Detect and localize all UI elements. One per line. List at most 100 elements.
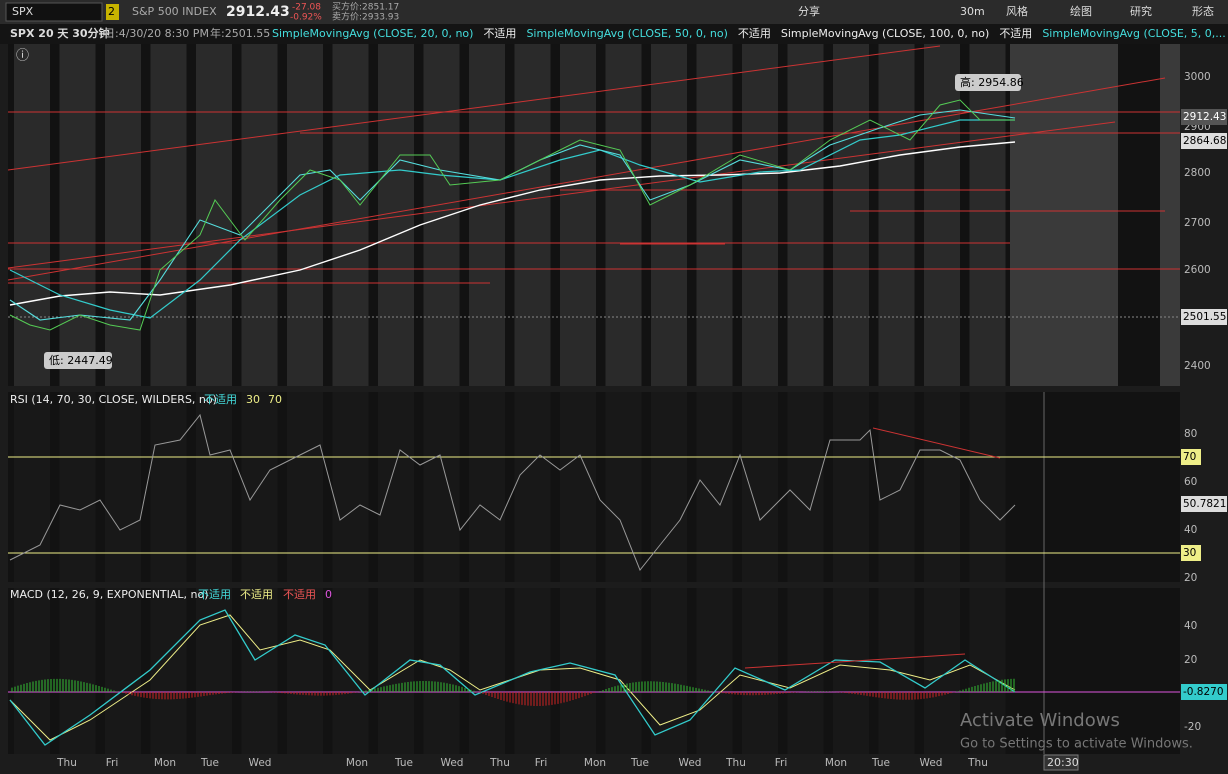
macd-tick: 20 (1184, 654, 1197, 666)
cursor-time: 20:30 (1047, 756, 1079, 769)
x-tick-label: Tue (200, 757, 219, 769)
price-marker-box (1181, 309, 1227, 325)
symbol-box[interactable] (5, 2, 103, 22)
rsi-marker-box (1181, 449, 1201, 465)
stripe (742, 44, 778, 386)
symbol[interactable]: SPX (12, 5, 34, 18)
stripe (241, 392, 278, 582)
x-tick-label: Thu (56, 757, 77, 769)
price-axis: 3000290028002700260024002912.432864.6825… (1181, 71, 1227, 372)
future-area (1010, 44, 1118, 386)
price-marker-box (1181, 109, 1227, 125)
macd-histogram (11, 678, 1015, 706)
toolbar (0, 0, 1228, 24)
stripe (423, 44, 460, 386)
x-axis: Thu Fri Mon Tue Wed Mon Tue Wed Thu Fri Mon Tue Wed T… (56, 757, 988, 769)
toolbar-button[interactable]: 风格 (1006, 4, 1028, 18)
toolbar-button[interactable]: 绘图 (1070, 4, 1092, 18)
stripe (969, 44, 1006, 386)
stripe (469, 588, 505, 754)
stripe (150, 392, 187, 582)
price-tick: 2600 (1184, 264, 1211, 276)
stripe (332, 44, 369, 386)
stripe (469, 44, 505, 386)
stripe (742, 392, 778, 582)
alert-icon[interactable]: ⓘ (16, 49, 29, 64)
stripe (287, 392, 323, 582)
stripe (59, 44, 96, 386)
high-box (955, 74, 1021, 91)
stripe (651, 588, 687, 754)
change-pct: -0.92% (290, 13, 322, 23)
macd-marker: -0.8270 (1183, 686, 1224, 698)
toolbar-button[interactable]: 30m (960, 5, 985, 18)
stripe (878, 392, 915, 582)
stripe (469, 392, 505, 582)
stripe (651, 44, 687, 386)
stripe (969, 392, 1006, 582)
study-label: SimpleMovingAvg (CLOSE, 100, 0, no) (781, 27, 989, 40)
stripe (150, 44, 187, 386)
stripe (696, 588, 733, 754)
stripe (969, 588, 1006, 754)
bid: 买方价:2851.17 (332, 1, 399, 13)
toolbar-button[interactable]: 分享 (798, 4, 820, 18)
stripe (696, 392, 733, 582)
stripe (150, 588, 187, 754)
toolbar-button[interactable]: 研究 (1130, 4, 1152, 18)
x-tick-label: Thu (725, 757, 746, 769)
stripe (833, 44, 869, 386)
price-tick: 2800 (1184, 167, 1211, 179)
rsi-tick: 20 (1184, 572, 1197, 584)
macd-marker-box (1181, 684, 1227, 700)
study-value: 不适用 (738, 27, 771, 40)
macd-value: 0 (325, 588, 332, 601)
macd-trend (744, 653, 966, 669)
stripe (423, 588, 460, 754)
future-area (1160, 44, 1180, 386)
price-tick: 2700 (1184, 217, 1211, 229)
macd-axis: 40 20 -20 -0.8270 (1181, 620, 1227, 733)
toolbar-button[interactable]: 形态 (1192, 5, 1214, 18)
rsi-tick: 40 (1184, 524, 1197, 536)
toolbar-buttons: 分享 30m 风格 绘图 研究 形态 (798, 4, 1214, 18)
price-marker: 2864.68 (1183, 135, 1226, 147)
rsi-tick: 60 (1184, 476, 1197, 488)
badge: 2 (108, 5, 115, 18)
high-label: 高: 2954.86 (960, 75, 1024, 89)
chart-header (0, 24, 1228, 44)
stripe (59, 392, 96, 582)
rsi-marker: 30 (1183, 547, 1196, 559)
study-labels: SimpleMovingAvg (CLOSE, 20, 0, no) 不适用 Sim… (272, 27, 1226, 40)
x-tick-label: Mon (154, 757, 176, 769)
stripe (105, 588, 141, 754)
x-tick-label: Fri (775, 757, 788, 769)
stripe (14, 588, 50, 754)
stripe (287, 44, 323, 386)
x-tick-label: Fri (535, 757, 548, 769)
stripe (833, 588, 869, 754)
symbol-name: S&P 500 INDEX (132, 5, 217, 18)
x-tick-label: Tue (394, 757, 413, 769)
price-tick: 2400 (1184, 360, 1211, 372)
x-tick-label: Mon (346, 757, 368, 769)
watermark-title: Activate Windows (960, 710, 1120, 731)
x-tick-label: Tue (630, 757, 649, 769)
cursor-time-box (1043, 754, 1079, 771)
stripe (605, 588, 642, 754)
price-marker-box (1181, 133, 1227, 149)
rsi-line (9, 413, 1016, 571)
rsi-trend (872, 427, 1001, 459)
stripe (787, 392, 824, 582)
x-tick-label: Mon (825, 757, 847, 769)
stripe (787, 588, 824, 754)
x-tick-label: Thu (967, 757, 988, 769)
x-tick-label: Wed (920, 757, 943, 769)
stripe (605, 44, 642, 386)
stripe (14, 44, 50, 386)
change: -27.08 (292, 3, 321, 13)
stripe (196, 588, 232, 754)
price-marker: 2912.43 (1183, 111, 1226, 123)
watermark-subtitle: Go to Settings to activate Windows. (960, 737, 1193, 752)
